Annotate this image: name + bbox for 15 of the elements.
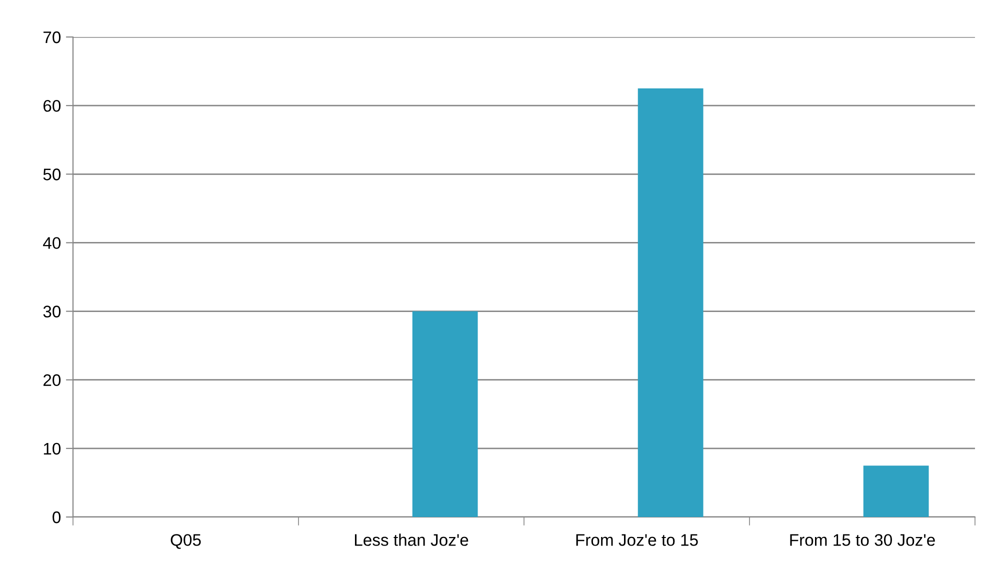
bar bbox=[863, 466, 929, 517]
x-tick-label: Less than Joz'e bbox=[354, 534, 468, 546]
y-tick-label: 40 bbox=[43, 237, 61, 249]
bar bbox=[638, 88, 704, 517]
y-tick-label: 70 bbox=[44, 31, 61, 44]
y-tick-label: 10 bbox=[44, 442, 61, 455]
y-tick-label: 0 bbox=[52, 511, 61, 524]
x-tick-label: Q05 bbox=[170, 534, 201, 549]
y-tick-label: 30 bbox=[43, 306, 61, 318]
y-tick-label: 20 bbox=[43, 374, 61, 386]
x-tick-label: From 15 to 30 Joz'e bbox=[790, 534, 935, 546]
bar bbox=[412, 311, 478, 517]
y-tick-label: 50 bbox=[43, 168, 61, 180]
y-tick-label: 60 bbox=[44, 100, 61, 112]
x-tick-label: From Joz'e to 15 bbox=[576, 534, 698, 546]
